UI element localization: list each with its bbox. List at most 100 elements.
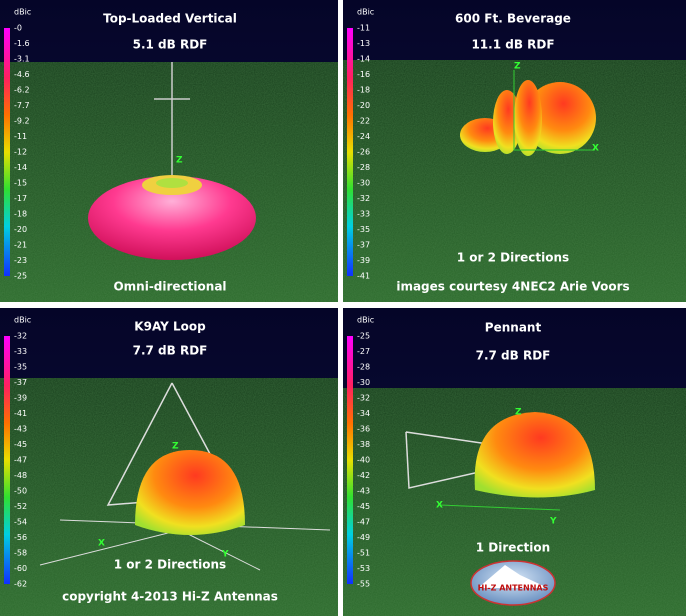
scale-label: -37: [14, 378, 27, 387]
rdf-value: 11.1 dB RDF: [471, 38, 554, 52]
caption: Omni-directional: [113, 280, 226, 294]
scale-label: -52: [14, 502, 27, 511]
scale-label: -33: [14, 347, 27, 356]
rdf-value: 7.7 dB RDF: [476, 349, 551, 363]
scale-label: -28: [357, 363, 370, 372]
scale-label: -34: [357, 409, 370, 418]
scale-label: -3.1: [14, 55, 30, 64]
axis-letter: X: [98, 539, 105, 549]
scale-label: -0: [14, 24, 22, 33]
scale-label: -18: [14, 210, 27, 219]
scale-label: -43: [14, 425, 27, 434]
scale-label: -14: [14, 163, 27, 172]
scale-label: -32: [357, 394, 370, 403]
scale-label: -62: [14, 580, 27, 589]
panel-title: Top-Loaded Vertical: [103, 12, 237, 26]
caption: 1 Direction: [476, 541, 550, 555]
panel-title: 600 Ft. Beverage: [455, 12, 571, 26]
axis-letter: Z: [172, 442, 179, 452]
scale-label: -25: [14, 272, 27, 281]
scale-label: -6.2: [14, 86, 30, 95]
scale-label: -21: [14, 241, 27, 250]
panel-title: Pennant: [485, 321, 542, 335]
scale-label: -48: [14, 471, 27, 480]
scale-label: -26: [357, 148, 370, 157]
scale-label: -41: [357, 272, 370, 281]
scale-label: -20: [357, 101, 370, 110]
scale-label: -36: [357, 425, 370, 434]
color-bar: [4, 336, 10, 584]
color-bar: [347, 28, 353, 276]
scale-label: -13: [357, 39, 370, 48]
caption: 1 or 2 Directions: [457, 251, 569, 265]
scale-label: -40: [357, 456, 370, 465]
scale-label: -55: [357, 580, 370, 589]
scale-label: -47: [14, 456, 27, 465]
scale-unit: dBic: [357, 8, 374, 17]
scale-label: -11: [357, 24, 370, 33]
axis-letter: Z: [176, 156, 183, 166]
scale-label: -30: [357, 378, 370, 387]
axis-letter: Y: [549, 517, 557, 527]
scale-label: -49: [357, 533, 370, 542]
scale-label: -33: [357, 210, 370, 219]
axis-letter: Z: [514, 62, 521, 72]
logo-text: HI-Z ANTENNAS: [478, 584, 549, 593]
scale-label: -42: [357, 471, 370, 480]
scale-label: -28: [357, 163, 370, 172]
scale-label: -37: [357, 241, 370, 250]
scale-label: -45: [357, 502, 370, 511]
color-bar: [347, 336, 353, 584]
rdf-value: 7.7 dB RDF: [133, 344, 208, 358]
credit: copyright 4-2013 Hi-Z Antennas: [62, 590, 278, 604]
scale-label: -32: [14, 332, 27, 341]
scale-label: -41: [14, 409, 27, 418]
scale-label: -18: [357, 86, 370, 95]
scale-label: -50: [14, 487, 27, 496]
axis-letter: Z: [515, 408, 522, 418]
axis-letter: X: [592, 144, 599, 154]
color-bar: [4, 28, 10, 276]
scale-label: -24: [357, 132, 370, 141]
scale-label: -7.7: [14, 101, 30, 110]
scale-label: -32: [357, 194, 370, 203]
scale-label: -56: [14, 533, 27, 542]
scale-label: -58: [14, 549, 27, 558]
scale-label: -15: [14, 179, 27, 188]
rdf-value: 5.1 dB RDF: [133, 38, 208, 52]
scale-label: -47: [357, 518, 370, 527]
scale-label: -43: [357, 487, 370, 496]
scale-label: -53: [357, 564, 370, 573]
scale-label: -4.6: [14, 70, 30, 79]
scale-label: -9.2: [14, 117, 30, 126]
scale-label: -25: [357, 332, 370, 341]
scale-label: -27: [357, 347, 370, 356]
scale-label: -35: [357, 225, 370, 234]
scale-label: -23: [14, 256, 27, 265]
scale-unit: dBic: [357, 316, 374, 325]
credit: images courtesy 4NEC2 Arie Voors: [396, 280, 629, 294]
axis-letter: X: [436, 501, 443, 511]
scale-unit: dBic: [14, 316, 31, 325]
scale-label: -38: [357, 440, 370, 449]
caption: 1 or 2 Directions: [114, 558, 226, 572]
scale-label: -22: [357, 117, 370, 126]
scale-label: -17: [14, 194, 27, 203]
scale-label: -45: [14, 440, 27, 449]
scale-label: -14: [357, 55, 370, 64]
scale-label: -1.6: [14, 39, 30, 48]
scale-label: -16: [357, 70, 370, 79]
scale-label: -12: [14, 148, 27, 157]
scale-label: -30: [357, 179, 370, 188]
panel-title: K9AY Loop: [134, 320, 206, 334]
scale-label: -39: [14, 394, 27, 403]
scale-label: -11: [14, 132, 27, 141]
scale-label: -54: [14, 518, 27, 527]
scale-label: -60: [14, 564, 27, 573]
scale-label: -35: [14, 363, 27, 372]
axis-letter: Y: [221, 550, 229, 560]
scale-unit: dBic: [14, 8, 31, 17]
scale-label: -20: [14, 225, 27, 234]
